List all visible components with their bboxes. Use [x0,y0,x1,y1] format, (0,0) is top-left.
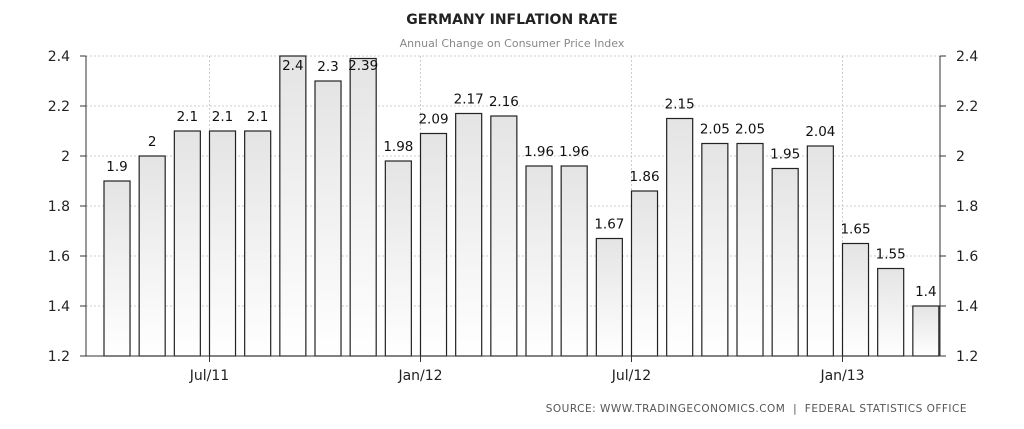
bar [841,242,870,357]
data-label: 1.65 [840,222,870,238]
data-label: 1.9 [106,159,127,175]
data-label: 1.55 [876,247,906,263]
data-label: 1.95 [770,147,800,163]
chart-title: GERMANY INFLATION RATE [406,12,618,28]
data-label: 2.16 [489,94,519,110]
data-label: 2 [148,134,157,150]
data-label: 2.1 [212,109,233,125]
y-tick-label-right: 1.4 [956,299,978,315]
y-tick-label-left: 2 [61,149,70,165]
bar [630,190,659,357]
bar [419,132,448,357]
data-label: 1.67 [594,217,624,233]
data-label: 2.04 [805,124,835,140]
bar [244,130,272,357]
data-label: 1.86 [629,169,659,185]
y-tick-label-left: 1.2 [48,349,70,365]
bar [701,142,729,357]
data-label: 2.3 [317,59,338,75]
data-label: 2.1 [177,109,198,125]
data-labels: 1.9 2 2.1 2.1 2.1 2.4 2.3 2.39 1.98 2.09 2.17 2.16 1… [106,58,936,300]
y-tick-label-left: 1.6 [48,249,70,265]
source-right: FEDERAL STATISTICS OFFICE [804,403,967,415]
data-label: 1.98 [383,139,413,155]
data-label: 1.96 [524,144,554,160]
data-label: 1.96 [559,144,589,160]
bar [455,112,483,357]
bar [103,180,131,357]
data-label: 2.1 [247,109,268,125]
x-tick-label: Jan/12 [397,368,442,384]
source-footer: SOURCE: WWW.TRADINGECONOMICS.COM | FEDER… [546,403,967,415]
bar [771,167,799,357]
bar [349,57,377,357]
data-label: 1.4 [915,284,936,300]
bar [173,130,201,357]
bar [560,165,588,357]
bar [208,130,237,357]
y-tick-label-left: 2.4 [48,49,70,65]
y-tick-label-right: 1.8 [956,199,978,215]
bar [666,117,694,357]
bars [103,55,940,357]
x-tick-label: Jan/13 [819,368,864,384]
data-label: 2.15 [665,97,695,113]
y-tick-label-right: 2 [956,149,965,165]
x-tick-label: Jul/12 [611,368,651,384]
bar [736,142,764,357]
bar [877,267,905,357]
bar [595,237,623,357]
data-label: 2.4 [282,58,303,74]
axes: 1.2 1.2 1.4 1.4 1.6 1.6 1.8 1.8 2 2 2.2 2.2 2.4 2.4 Ju… [48,49,979,384]
y-tick-label-left: 2.2 [48,99,70,115]
source-left: SOURCE: WWW.TRADINGECONOMICS.COM [545,403,786,415]
data-label: 2.05 [735,122,765,138]
data-label: 2.05 [700,122,730,138]
y-tick-label-left: 1.4 [48,299,70,315]
y-tick-label-left: 1.8 [48,199,70,215]
bar [525,165,553,357]
chart-subtitle: Annual Change on Consumer Price Index [399,37,625,50]
bar [490,115,518,357]
y-tick-label-right: 2.4 [956,49,978,65]
data-label: 2.17 [454,92,484,108]
data-label: 2.09 [418,112,448,128]
y-tick-label-right: 1.2 [956,349,978,365]
bar [138,155,166,357]
source-separator: | [793,403,798,415]
y-tick-label-right: 1.6 [956,249,978,265]
bar [314,80,342,357]
data-label: 2.39 [348,58,378,74]
bar [279,55,307,357]
y-tick-label-right: 2.2 [956,99,978,115]
x-tick-label: Jul/11 [189,368,229,384]
bar [806,145,834,357]
bar [384,160,412,357]
bar [912,305,940,357]
